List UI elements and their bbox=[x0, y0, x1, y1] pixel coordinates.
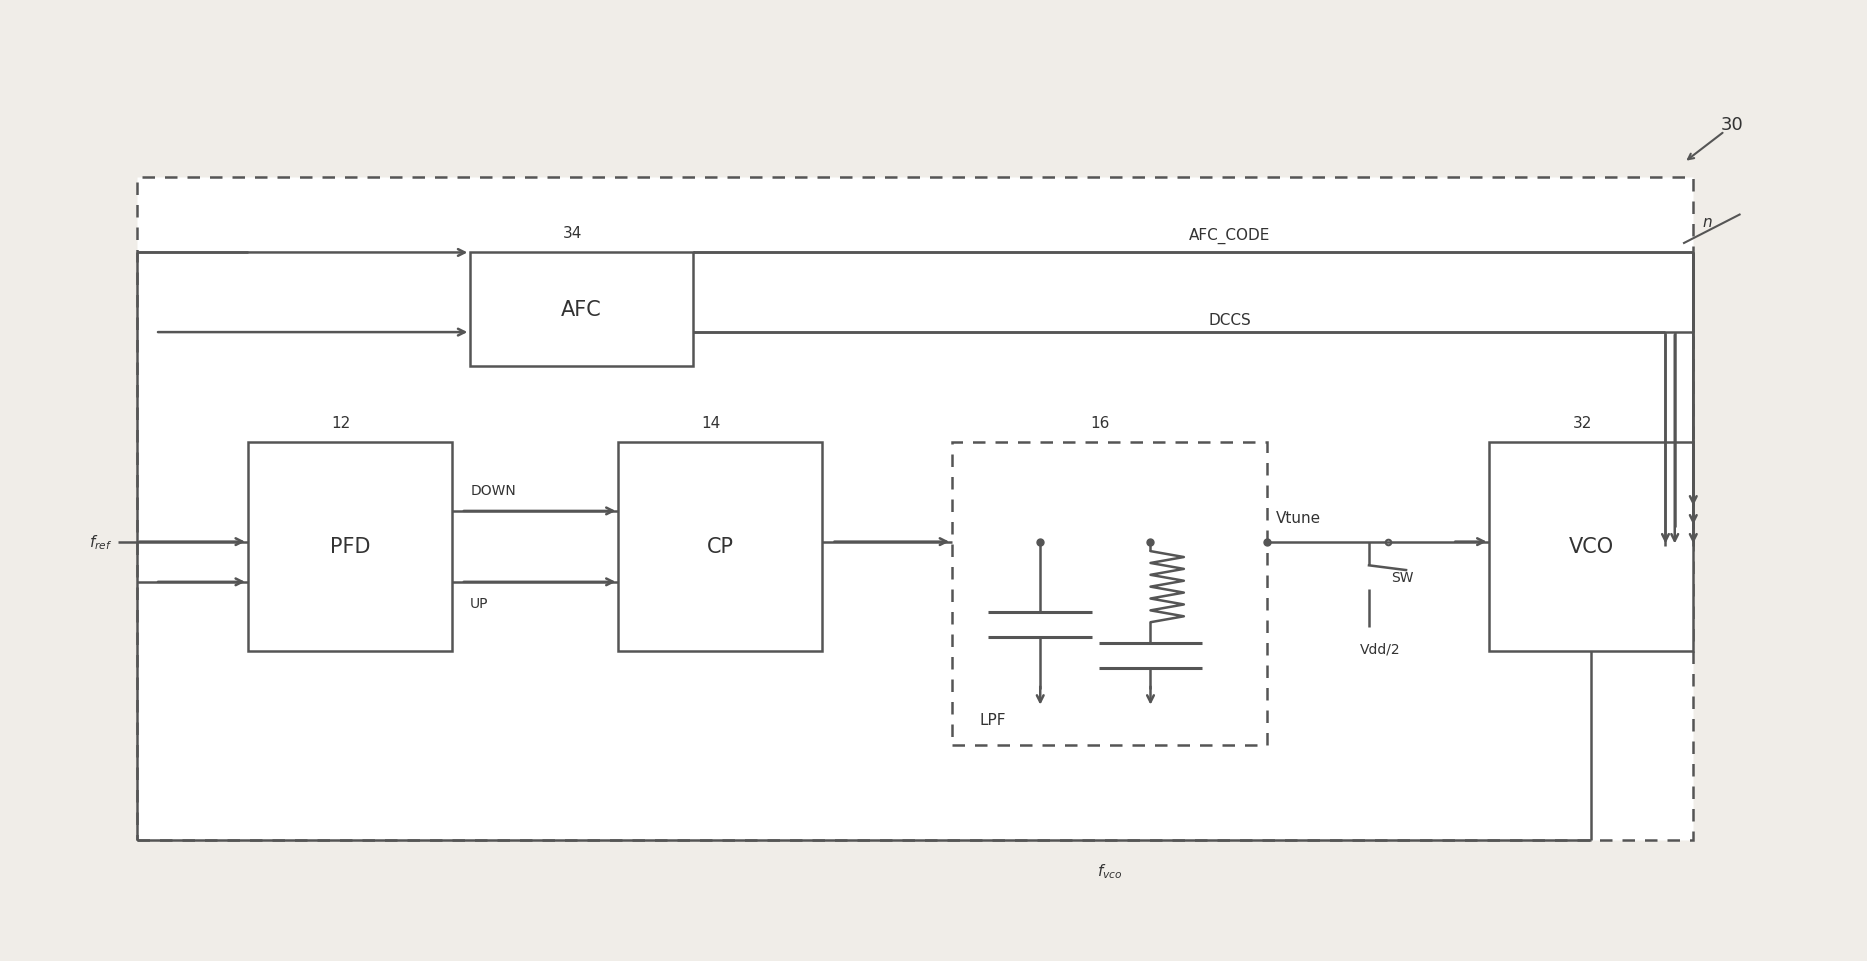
Text: AFC: AFC bbox=[562, 300, 601, 320]
Text: DOWN: DOWN bbox=[470, 483, 515, 497]
Text: DCCS: DCCS bbox=[1208, 313, 1251, 328]
Bar bbox=[248, 443, 452, 651]
Text: AFC_CODE: AFC_CODE bbox=[1189, 228, 1271, 244]
Bar bbox=[1490, 443, 1693, 651]
Text: 30: 30 bbox=[1721, 116, 1744, 135]
Bar bbox=[952, 443, 1268, 746]
Text: LPF: LPF bbox=[980, 712, 1006, 727]
Text: UP: UP bbox=[470, 597, 489, 610]
Text: Vtune: Vtune bbox=[1277, 510, 1322, 525]
Text: 34: 34 bbox=[562, 226, 583, 241]
Text: VCO: VCO bbox=[1568, 537, 1613, 556]
Text: PFD: PFD bbox=[329, 537, 370, 556]
Text: CP: CP bbox=[708, 537, 734, 556]
Text: SW: SW bbox=[1391, 571, 1413, 584]
Text: 16: 16 bbox=[1090, 415, 1111, 431]
Text: f$_{ref}$: f$_{ref}$ bbox=[90, 532, 112, 552]
Text: 12: 12 bbox=[330, 415, 351, 431]
Bar bbox=[618, 443, 821, 651]
Text: n: n bbox=[1703, 214, 1712, 230]
Text: 32: 32 bbox=[1572, 415, 1593, 431]
Text: 14: 14 bbox=[702, 415, 721, 431]
Bar bbox=[136, 178, 1693, 841]
Text: Vdd/2: Vdd/2 bbox=[1359, 642, 1400, 655]
Bar bbox=[470, 253, 693, 367]
Text: f$_{vco}$: f$_{vco}$ bbox=[1096, 861, 1122, 880]
